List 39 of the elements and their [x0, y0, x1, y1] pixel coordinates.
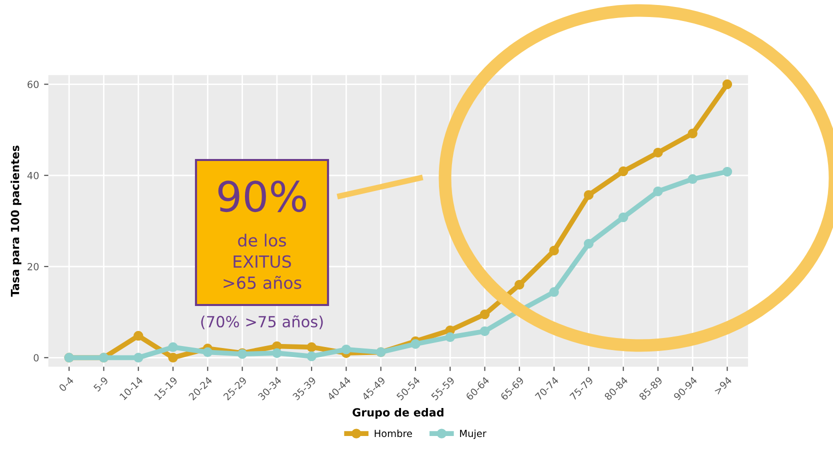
- point: [514, 280, 524, 290]
- legend-label: Hombre: [374, 430, 412, 438]
- y-tick-label: 40: [27, 172, 39, 180]
- point: [168, 342, 178, 352]
- point: [306, 342, 316, 352]
- x-axis-title: Grupo de edad: [352, 408, 444, 419]
- point: [722, 79, 732, 90]
- x-tick-label: 5-9: [93, 376, 109, 392]
- point: [688, 174, 698, 184]
- point: [445, 332, 455, 342]
- point: [480, 326, 490, 336]
- point: [341, 344, 352, 354]
- legend-label: Mujer: [460, 430, 486, 439]
- point: [272, 348, 282, 358]
- annotation: de los EXITUS >65 años: [224, 234, 302, 290]
- point: [168, 352, 178, 362]
- annotation: 90%: [218, 180, 306, 212]
- point: [584, 238, 594, 249]
- point: [618, 212, 628, 222]
- point: [549, 287, 559, 297]
- point: [480, 309, 490, 320]
- annotation: (70% >75 años): [201, 315, 323, 330]
- y-tick-label: 0: [34, 354, 39, 362]
- y-tick-label: 20: [28, 262, 39, 270]
- x-tick-label: 0-4: [58, 376, 74, 392]
- point: [584, 190, 594, 200]
- point: [722, 166, 732, 177]
- point: [202, 347, 213, 358]
- point: [688, 128, 698, 138]
- point: [134, 330, 144, 341]
- y-tick-label: 60: [28, 80, 39, 88]
- point: [618, 166, 628, 176]
- point: [134, 352, 144, 362]
- point: [410, 339, 420, 349]
- y-axis-title: Tasa para 100 pacientes: [10, 146, 22, 297]
- point: [549, 246, 559, 256]
- point: [653, 148, 663, 158]
- point: [653, 186, 663, 196]
- point: [306, 351, 316, 362]
